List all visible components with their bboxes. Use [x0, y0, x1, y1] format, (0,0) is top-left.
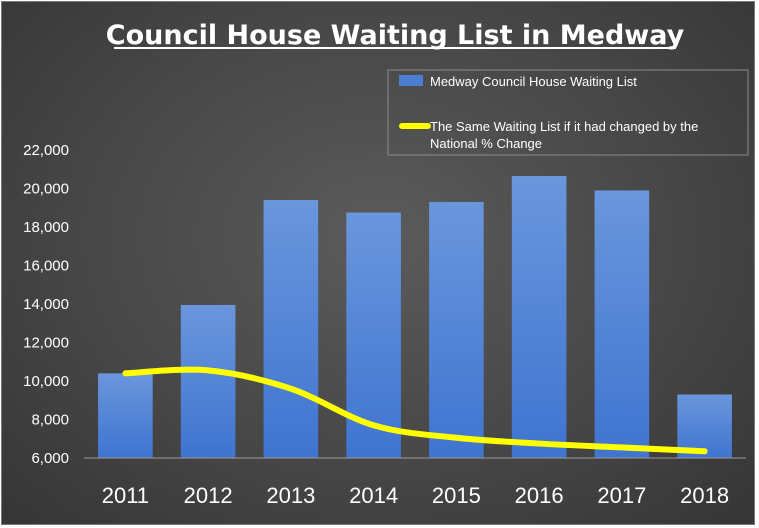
line-series — [122, 366, 708, 455]
y-tick-label: 22,000 — [23, 142, 69, 159]
y-tick-label: 10,000 — [23, 373, 69, 390]
chart-title: Council House Waiting List in Medway — [106, 20, 685, 51]
y-tick-label: 18,000 — [23, 219, 69, 236]
x-tick-label: 2015 — [432, 483, 481, 508]
bar — [98, 373, 153, 458]
legend-label-bars: Medway Council House Waiting List — [430, 74, 637, 89]
x-axis: 2011 2012 2013 2014 2015 2016 2017 2018 — [102, 483, 729, 508]
x-tick-label: 2017 — [597, 483, 646, 508]
y-tick-label: 20,000 — [23, 181, 69, 198]
bar — [511, 175, 567, 459]
bar — [263, 200, 319, 459]
y-tick-label: 8,000 — [31, 412, 69, 429]
y-tick-label: 12,000 — [23, 335, 69, 352]
bar-series — [98, 175, 732, 459]
legend: Medway Council House Waiting List The Sa… — [387, 69, 749, 156]
y-tick-label: 6,000 — [31, 450, 69, 467]
legend-swatch-bars — [399, 75, 423, 86]
legend-label-line: The Same Waiting List if it had changed … — [430, 119, 702, 151]
bar — [594, 190, 650, 459]
x-tick-label: 2012 — [184, 483, 233, 508]
national-change-line — [122, 366, 708, 455]
x-tick-label: 2014 — [349, 483, 398, 508]
legend-box — [387, 69, 749, 156]
x-tick-label: 2016 — [515, 483, 564, 508]
bar — [180, 304, 236, 458]
x-tick-label: 2013 — [266, 483, 315, 508]
y-tick-label: 16,000 — [23, 258, 69, 275]
x-tick-label: 2018 — [680, 483, 729, 508]
y-tick-label: 14,000 — [23, 296, 69, 313]
bar — [429, 201, 484, 458]
y-axis: 6,000 8,000 10,000 12,000 14,000 16,000 18,000… — [23, 142, 69, 467]
x-tick-label: 2011 — [102, 483, 149, 508]
